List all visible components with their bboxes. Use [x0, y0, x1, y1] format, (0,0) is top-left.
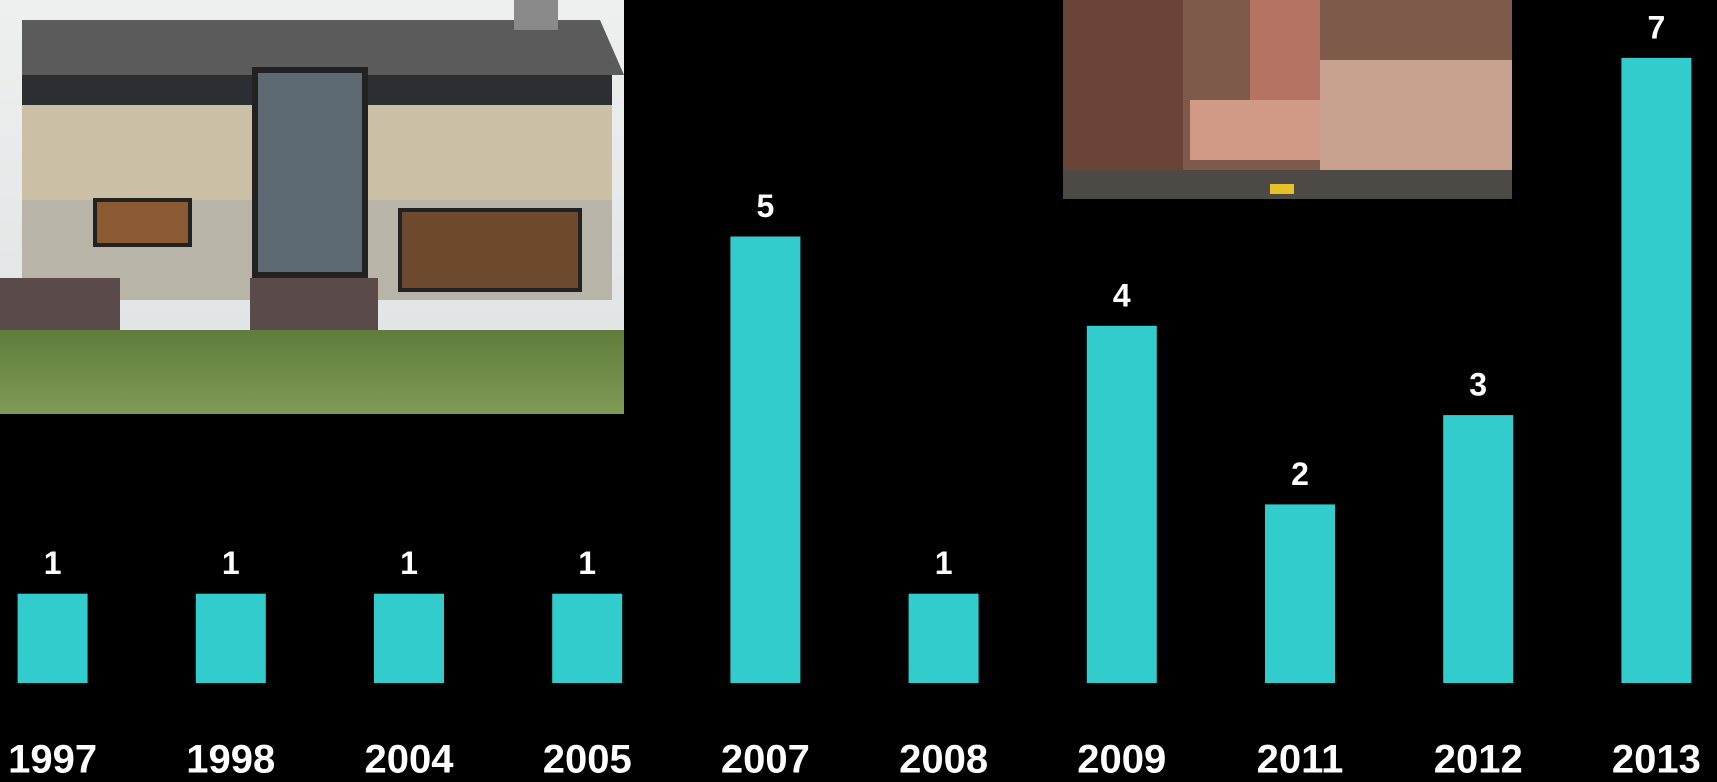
x-tick-label: 2013 [1612, 738, 1701, 782]
bar [17, 593, 88, 683]
value-label: 1 [44, 545, 62, 581]
x-tick-label: 2008 [899, 738, 988, 782]
bar [374, 593, 444, 683]
value-label: 1 [400, 545, 418, 581]
bar [1443, 415, 1514, 683]
x-tick-label: 2011 [1257, 738, 1344, 782]
bar [1265, 504, 1335, 683]
x-tick-label: 2009 [1077, 738, 1166, 782]
x-tick-label: 2012 [1434, 738, 1523, 782]
value-label: 1 [222, 545, 240, 581]
value-label: 1 [935, 545, 953, 581]
bar [908, 593, 979, 683]
bar [1086, 325, 1157, 683]
bar [1621, 57, 1692, 683]
bar [730, 236, 801, 683]
value-label: 2 [1291, 456, 1309, 492]
x-tick-label: 2005 [543, 738, 632, 782]
bar [195, 593, 266, 683]
value-label: 3 [1469, 367, 1487, 403]
x-tick-label: 2007 [721, 738, 810, 782]
value-label: 5 [757, 188, 775, 224]
house-photo [0, 0, 624, 414]
bar [552, 593, 623, 683]
value-label: 7 [1648, 9, 1666, 45]
x-tick-label: 1997 [8, 738, 97, 782]
value-label: 4 [1113, 277, 1131, 313]
city-photo [1063, 0, 1512, 199]
value-label: 1 [578, 545, 596, 581]
x-tick-label: 1998 [186, 738, 275, 782]
x-tick-label: 2004 [365, 738, 455, 782]
